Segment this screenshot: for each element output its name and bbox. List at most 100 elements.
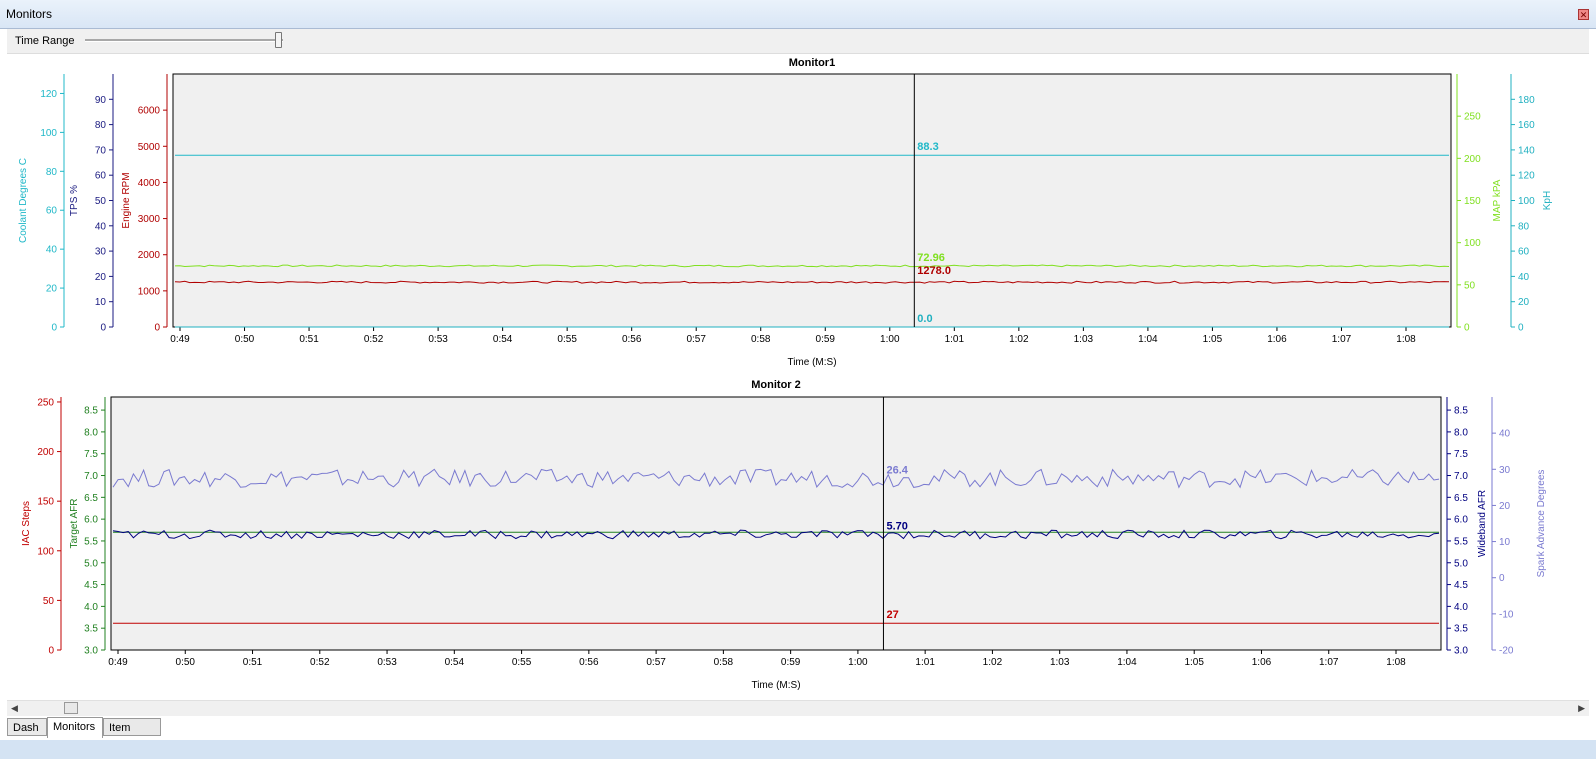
chart1-x-tick-label: 0:54 [493, 334, 513, 345]
chart2-x-tick-label: 1:02 [983, 657, 1003, 668]
chart2-tick-label-iac: 50 [43, 596, 55, 607]
chart1-tick-label-coolant: 0 [51, 323, 57, 334]
chart1-series-map [174, 264, 1450, 268]
chart2-tick-label-target: 7.0 [84, 471, 98, 482]
chart1-tick-label-map: 100 [1464, 238, 1481, 249]
chart1-tick-label-rpm: 3000 [138, 214, 161, 225]
chart2-x-tick-label: 0:49 [108, 657, 128, 668]
chart1-tick-label-coolant: 20 [46, 284, 58, 295]
chart2-tick-label-target: 3.0 [84, 646, 98, 657]
chart2-axis-label-wideband: Wideband AFR [1477, 490, 1488, 557]
chart1-tick-label-tps: 60 [95, 171, 107, 182]
chart1-tick-label-kph: 40 [1518, 272, 1530, 283]
chart2-tick-label-wideband: 4.0 [1454, 602, 1468, 613]
tab-dash[interactable]: Dash [7, 718, 47, 736]
chart1-x-tick-label: 1:08 [1396, 334, 1416, 345]
chart2-tick-label-iac: 0 [48, 646, 54, 657]
chart1-x-tick-label: 1:04 [1138, 334, 1158, 345]
chart2-x-tick-label: 1:07 [1319, 657, 1339, 668]
chart1-tick-label-tps: 70 [95, 145, 107, 156]
chart1-tick-label-rpm: 0 [154, 323, 160, 334]
chart1-tick-label-kph: 20 [1518, 297, 1530, 308]
chart2-tick-label-target: 3.5 [84, 624, 98, 635]
chart2-tick-label-wideband: 8.5 [1454, 406, 1468, 417]
chart1-series-rpm [174, 280, 1450, 284]
chart2-tick-label-wideband: 6.5 [1454, 493, 1468, 504]
chart2-tick-label-spark: 20 [1499, 501, 1511, 512]
chart1-cursor-value-coolant: 88.3 [917, 141, 938, 153]
scroll-left-icon[interactable]: ◀ [11, 703, 18, 713]
time-range-slider[interactable] [85, 39, 283, 42]
chart2-cursor-value-spark: 26.4 [886, 464, 908, 476]
chart2-tick-label-spark: 10 [1499, 537, 1511, 548]
chart1-x-tick-label: 1:00 [880, 334, 900, 345]
chart1-tick-label-coolant: 80 [46, 167, 58, 178]
chart2-x-tick-label: 1:04 [1117, 657, 1137, 668]
chart2-axis-label-spark: Spark Advance Degrees [1536, 470, 1547, 578]
chart2-tick-label-iac: 250 [37, 397, 54, 408]
scroll-right-icon[interactable]: ▶ [1578, 703, 1585, 713]
chart2-tick-label-target: 5.0 [84, 558, 98, 569]
chart2-x-tick-label: 0:58 [714, 657, 734, 668]
chart2-axis-label-target: Target AFR [69, 498, 80, 548]
title-bar: Monitors ✕ [0, 0, 1596, 29]
chart1-tick-label-coolant: 120 [40, 89, 57, 100]
chart2-tick-label-target: 5.5 [84, 536, 98, 547]
chart2-tick-label-wideband: 3.0 [1454, 646, 1468, 657]
chart1-tick-label-rpm: 4000 [138, 178, 161, 189]
chart1-cursor-value-kph: 0.0 [917, 313, 932, 325]
chart2-tick-label-target: 7.5 [84, 449, 98, 460]
chart2-x-tick-label: 0:57 [646, 657, 666, 668]
chart1-axis-label-rpm: Engine RPM [121, 172, 132, 228]
chart2-tick-label-wideband: 4.5 [1454, 580, 1468, 591]
chart1-axis-label-tps: TPS % [69, 185, 80, 216]
chart1-x-tick-label: 1:07 [1332, 334, 1352, 345]
chart2-cursor-value-iac: 27 [886, 609, 898, 621]
tab-bar: Dash Monitors Item Lists [7, 716, 1589, 752]
chart1-tick-label-tps: 80 [95, 120, 107, 131]
time-range-slider-thumb[interactable] [275, 32, 282, 48]
tab-item-lists[interactable]: Item Lists [103, 718, 161, 752]
chart2-x-tick-label: 0:52 [310, 657, 330, 668]
chart1-tick-label-rpm: 2000 [138, 250, 161, 261]
chart2-tick-label-wideband: 7.0 [1454, 471, 1468, 482]
tab-monitors[interactable]: Monitors [47, 717, 103, 738]
horizontal-scrollbar[interactable]: ◀ ▶ [7, 700, 1589, 716]
chart1-axis-label-coolant: Coolant Degrees C [18, 158, 29, 243]
chart1-x-tick-label: 1:06 [1267, 334, 1287, 345]
chart2-tick-label-target: 8.5 [84, 406, 98, 417]
chart1-title: Monitor1 [789, 57, 835, 69]
chart2-tick-label-iac: 150 [37, 497, 54, 508]
chart1-tick-label-coolant: 40 [46, 245, 58, 256]
chart1-tick-label-kph: 60 [1518, 247, 1530, 258]
chart1-cursor-value-rpm: 1278.0 [917, 265, 951, 277]
chart1-x-tick-label: 0:59 [816, 334, 836, 345]
chart1-tick-label-tps: 40 [95, 221, 107, 232]
chart1-tick-label-kph: 160 [1518, 120, 1535, 131]
chart1-tick-label-map: 250 [1464, 112, 1481, 123]
chart2-x-tick-label: 1:05 [1184, 657, 1204, 668]
chart2-x-tick-label: 1:00 [848, 657, 868, 668]
chart2-x-tick-label: 0:53 [377, 657, 397, 668]
chart1-tick-label-rpm: 6000 [138, 106, 161, 117]
chart2-x-tick-label: 0:50 [176, 657, 196, 668]
chart2-axis-label-iac: IAC Steps [21, 501, 32, 546]
chart2-x-tick-label: 1:03 [1050, 657, 1070, 668]
chart2-title: Monitor 2 [751, 379, 801, 391]
close-icon[interactable]: ✕ [1578, 9, 1589, 20]
chart2-x-tick-label: 0:51 [243, 657, 263, 668]
charts-area: Monitor1 Time (M:S) 0:49 0:50 0:51 0:52 0:53 0:… [7, 55, 1589, 700]
chart2-tick-label-wideband: 6.0 [1454, 515, 1468, 526]
chart2-tick-label-target: 8.0 [84, 427, 98, 438]
scroll-thumb[interactable] [64, 702, 78, 714]
chart2-series-spark [112, 468, 1440, 489]
time-range-label: Time Range [15, 35, 75, 47]
chart1-x-tick-label: 0:57 [686, 334, 706, 345]
chart1-x-tick-label: 0:56 [622, 334, 642, 345]
chart2-series-wideband [112, 529, 1440, 540]
chart1-tick-label-map: 150 [1464, 196, 1481, 207]
chart2-x-tick-label: 0:59 [781, 657, 801, 668]
chart2-x-tick-label: 0:54 [445, 657, 465, 668]
chart2-tick-label-spark: -10 [1499, 609, 1514, 620]
